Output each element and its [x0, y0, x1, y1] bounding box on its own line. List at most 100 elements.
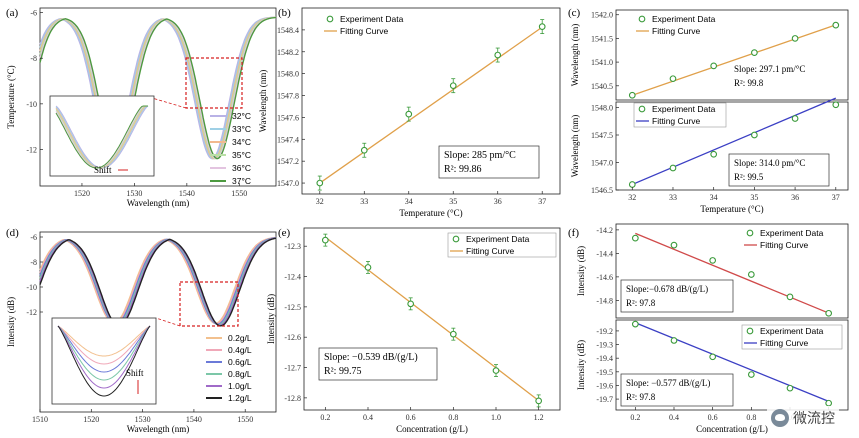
panel-b-data-point: [360, 146, 368, 154]
panel-f-bottom-fit-line: [635, 322, 829, 403]
panel-d-frame: [39, 231, 277, 413]
panel-a-label: (a): [6, 7, 19, 19]
panel-d-inset-shift: Shift: [126, 368, 144, 378]
panel-d-legend-label: 0.6g/L: [228, 357, 252, 367]
panel-c-top-legend-data: Experiment Data: [652, 14, 716, 24]
panel-f-top-legend-data: Experiment Data: [760, 228, 824, 238]
panel-f-top-data-point: [825, 309, 833, 317]
panel-b-ytick-label: 1547.0: [277, 179, 299, 188]
panel-d-series-line: [39, 237, 277, 326]
panel-a-inset-shift: Shift: [94, 165, 112, 175]
panel-b-xtick-label: 35: [449, 197, 457, 206]
panel-b-legend-data: Experiment Data: [340, 14, 404, 24]
panel-f-top-data-point: [631, 234, 639, 242]
panel-a-ylabel: Temperature (°C): [6, 65, 16, 128]
panel-f-bottom-ytick-label: -19.2: [596, 327, 613, 336]
panel-a-series-line: [39, 16, 277, 160]
panel-c-xlabel: Temperature (°C): [700, 204, 763, 214]
panel-c-bottom-ytick-label: 1547.0: [591, 159, 613, 168]
panel-c-bottom-data-point: [832, 101, 840, 109]
panel-a-ytick-label: -8: [30, 54, 37, 63]
panel-c-bottom-data-point: [628, 181, 636, 188]
panel-a-xtick-label: 1530: [126, 189, 142, 198]
panel-c-bottom-data-point: [791, 115, 799, 122]
panel-d-xtick-label: 1550: [237, 415, 253, 424]
panel-d-series-line: [39, 237, 277, 326]
panel-b-annotation-slope: Slope: 285 pm/°C: [444, 150, 516, 161]
panel-d-legend-label: 1.2g/L: [228, 393, 252, 403]
panel-e-annotation-slope: Slope: −0.539 dB/(g/L): [324, 352, 418, 363]
panel-d-inset-line: [57, 325, 151, 381]
panel-c-top-frame: [615, 9, 849, 101]
panel-e-data-point: [364, 264, 372, 271]
panel-e-xtick-label: 0.6: [406, 413, 416, 422]
panel-b-label: (b): [278, 7, 291, 19]
panel-c-bottom-data-point: [710, 150, 718, 158]
panel-e-ylabel: Intensity (dB): [266, 294, 276, 344]
panel-b-legend-fit: Fitting Curve: [340, 26, 388, 36]
panel-f-bottom-legend-fit: Fitting Curve: [760, 338, 808, 348]
panel-f-bottom-ytick-label: -19.6: [596, 381, 613, 390]
panel-c-top-ytick-label: 1541.5: [591, 34, 613, 43]
panel-f-bottom-frame: [615, 319, 849, 411]
panel-b-data-point: [538, 23, 546, 30]
panel-c-bottom-legend-marker: [638, 105, 646, 113]
panel-e-data-point: [407, 300, 415, 308]
panel-e-xtick-label: 0.2: [320, 413, 330, 422]
panel-d-series-line: [39, 237, 277, 327]
panel-f-top-annotation-slope: Slope:−0.678 dB/(g/L): [626, 284, 708, 294]
panel-f-top-annotation-box: [620, 279, 734, 313]
panel-b-ytick-label: 1547.6: [277, 113, 299, 122]
panel-e-ytick-label: -12.7: [284, 364, 301, 373]
panel-b-data-point: [405, 110, 413, 118]
watermark-text: 微流控: [793, 411, 835, 427]
panel-d-zoom-connector: [155, 317, 181, 327]
panel-f-bottom-legend-data: Experiment Data: [760, 326, 824, 336]
panel-c-bottom-annotation-box: [728, 153, 830, 187]
panel-e-xtick-label: 0.8: [448, 413, 458, 422]
panel-b-frame: [301, 7, 561, 195]
panel-e-ytick-label: -12.8: [284, 394, 301, 403]
panel-c-bottom-legend-fit: Fitting Curve: [652, 116, 700, 126]
panel-f-top-annotation-r2: R²: 97.8: [626, 298, 656, 308]
panel-c-bottom-annotation-r2: R²: 99.5: [734, 172, 764, 182]
panel-b-xtick-label: 36: [494, 197, 502, 206]
panel-e-ytick-label: -12.6: [284, 333, 301, 342]
panel-c-top-annotation-slope: Slope: 297.1 pm/°C: [734, 64, 805, 74]
panel-d-inset-line: [57, 325, 151, 389]
panel-c-bottom-frame: [615, 101, 849, 191]
panel-d-inset-line: [57, 325, 151, 365]
panel-b-data-point: [449, 82, 457, 90]
panel-b-fit-line: [319, 26, 543, 184]
watermark: 微流控: [767, 406, 839, 430]
panel-f-top-ytick-label: -14.8: [596, 296, 613, 305]
panel-b-legend-marker: [326, 15, 334, 23]
panel-d-ytick-label: -12: [26, 308, 37, 317]
panel-c-top-data-point: [832, 21, 840, 29]
panel-e-data-point: [321, 236, 329, 244]
panel-f-bottom-ylabel: Intensity (dB): [576, 340, 586, 390]
panel-f-bottom-data-point: [670, 337, 678, 344]
panel-d-legend-label: 0.2g/L: [228, 333, 252, 343]
panel-e-legend-data: Experiment Data: [466, 234, 530, 244]
panel-a-ytick-label: -10: [26, 100, 37, 109]
panel-e-data-point: [492, 367, 500, 374]
panel-c-top-ytick-label: 1542.0: [591, 11, 613, 20]
panel-e-xtick-label: 0.4: [363, 413, 373, 422]
panel-c-bottom-ytick-label: 1548.0: [591, 104, 613, 113]
panel-e-data-point: [535, 397, 543, 405]
panel-f-bottom-legend-box: [741, 324, 843, 350]
panel-f-bottom-ytick-label: -19.7: [596, 395, 613, 404]
panel-a-xtick-label: 1540: [179, 189, 195, 198]
panel-a-legend-label: 36°C: [232, 163, 251, 173]
panel-f-top-ytick-label: -14.6: [596, 273, 613, 282]
panel-d-xtick-label: 1520: [83, 415, 99, 424]
panel-d-ytick-label: -10: [26, 283, 37, 292]
panel-f-bottom-ytick-label: -19.4: [596, 354, 613, 363]
panel-c-bottom-fit-line: [632, 97, 837, 186]
panel-e-annotation-box: [318, 347, 438, 381]
panel-b-ytick-label: 1547.8: [277, 92, 299, 101]
panel-c-bottom-xtick-label: 36: [791, 193, 799, 202]
panel-e-legend-marker: [452, 235, 460, 243]
panel-e-xlabel: Concentration (g/L): [396, 424, 468, 434]
